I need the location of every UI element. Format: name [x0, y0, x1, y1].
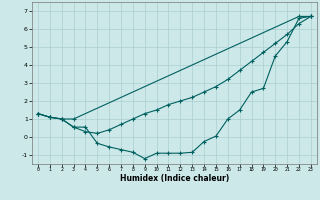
X-axis label: Humidex (Indice chaleur): Humidex (Indice chaleur): [120, 174, 229, 183]
